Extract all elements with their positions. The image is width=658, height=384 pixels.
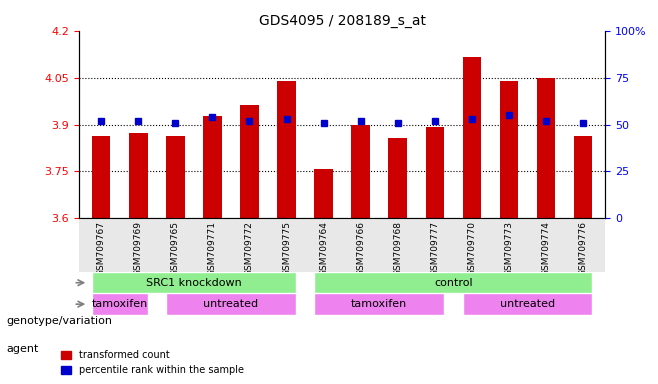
Text: agent: agent xyxy=(7,344,39,354)
Bar xyxy=(315,272,592,293)
Bar xyxy=(166,293,296,315)
Bar xyxy=(537,78,555,218)
Bar xyxy=(315,293,444,315)
Bar xyxy=(315,169,333,218)
Text: untreated: untreated xyxy=(203,299,259,309)
Text: SRC1 knockdown: SRC1 knockdown xyxy=(146,278,241,288)
Bar xyxy=(277,81,296,218)
Text: GSM709776: GSM709776 xyxy=(578,221,588,276)
Title: GDS4095 / 208189_s_at: GDS4095 / 208189_s_at xyxy=(259,14,426,28)
Bar xyxy=(351,124,370,218)
Bar xyxy=(499,81,519,218)
Bar xyxy=(240,105,259,218)
Bar xyxy=(463,57,481,218)
Bar xyxy=(92,293,147,315)
Legend: transformed count, percentile rank within the sample: transformed count, percentile rank withi… xyxy=(57,346,248,379)
Bar xyxy=(426,127,444,218)
Bar xyxy=(166,136,185,218)
Bar xyxy=(129,133,147,218)
Bar xyxy=(92,136,111,218)
Bar xyxy=(388,138,407,218)
Text: GSM709769: GSM709769 xyxy=(134,221,143,276)
Bar xyxy=(92,272,296,293)
Text: GSM709775: GSM709775 xyxy=(282,221,291,276)
Text: GSM709764: GSM709764 xyxy=(319,221,328,276)
Text: GSM709768: GSM709768 xyxy=(393,221,402,276)
Text: GSM709766: GSM709766 xyxy=(356,221,365,276)
Text: GSM709770: GSM709770 xyxy=(467,221,476,276)
Bar xyxy=(203,116,222,218)
Text: tamoxifen: tamoxifen xyxy=(351,299,407,309)
Text: untreated: untreated xyxy=(500,299,555,309)
Text: GSM709777: GSM709777 xyxy=(430,221,440,276)
Text: genotype/variation: genotype/variation xyxy=(7,316,113,326)
Text: GSM709767: GSM709767 xyxy=(97,221,106,276)
Text: GSM709774: GSM709774 xyxy=(542,221,551,276)
Text: GSM709771: GSM709771 xyxy=(208,221,217,276)
Bar xyxy=(574,136,592,218)
Text: GSM709772: GSM709772 xyxy=(245,221,254,276)
Text: GSM709773: GSM709773 xyxy=(505,221,513,276)
Text: tamoxifen: tamoxifen xyxy=(91,299,148,309)
Text: control: control xyxy=(434,278,472,288)
Text: GSM709765: GSM709765 xyxy=(171,221,180,276)
Bar xyxy=(463,293,592,315)
